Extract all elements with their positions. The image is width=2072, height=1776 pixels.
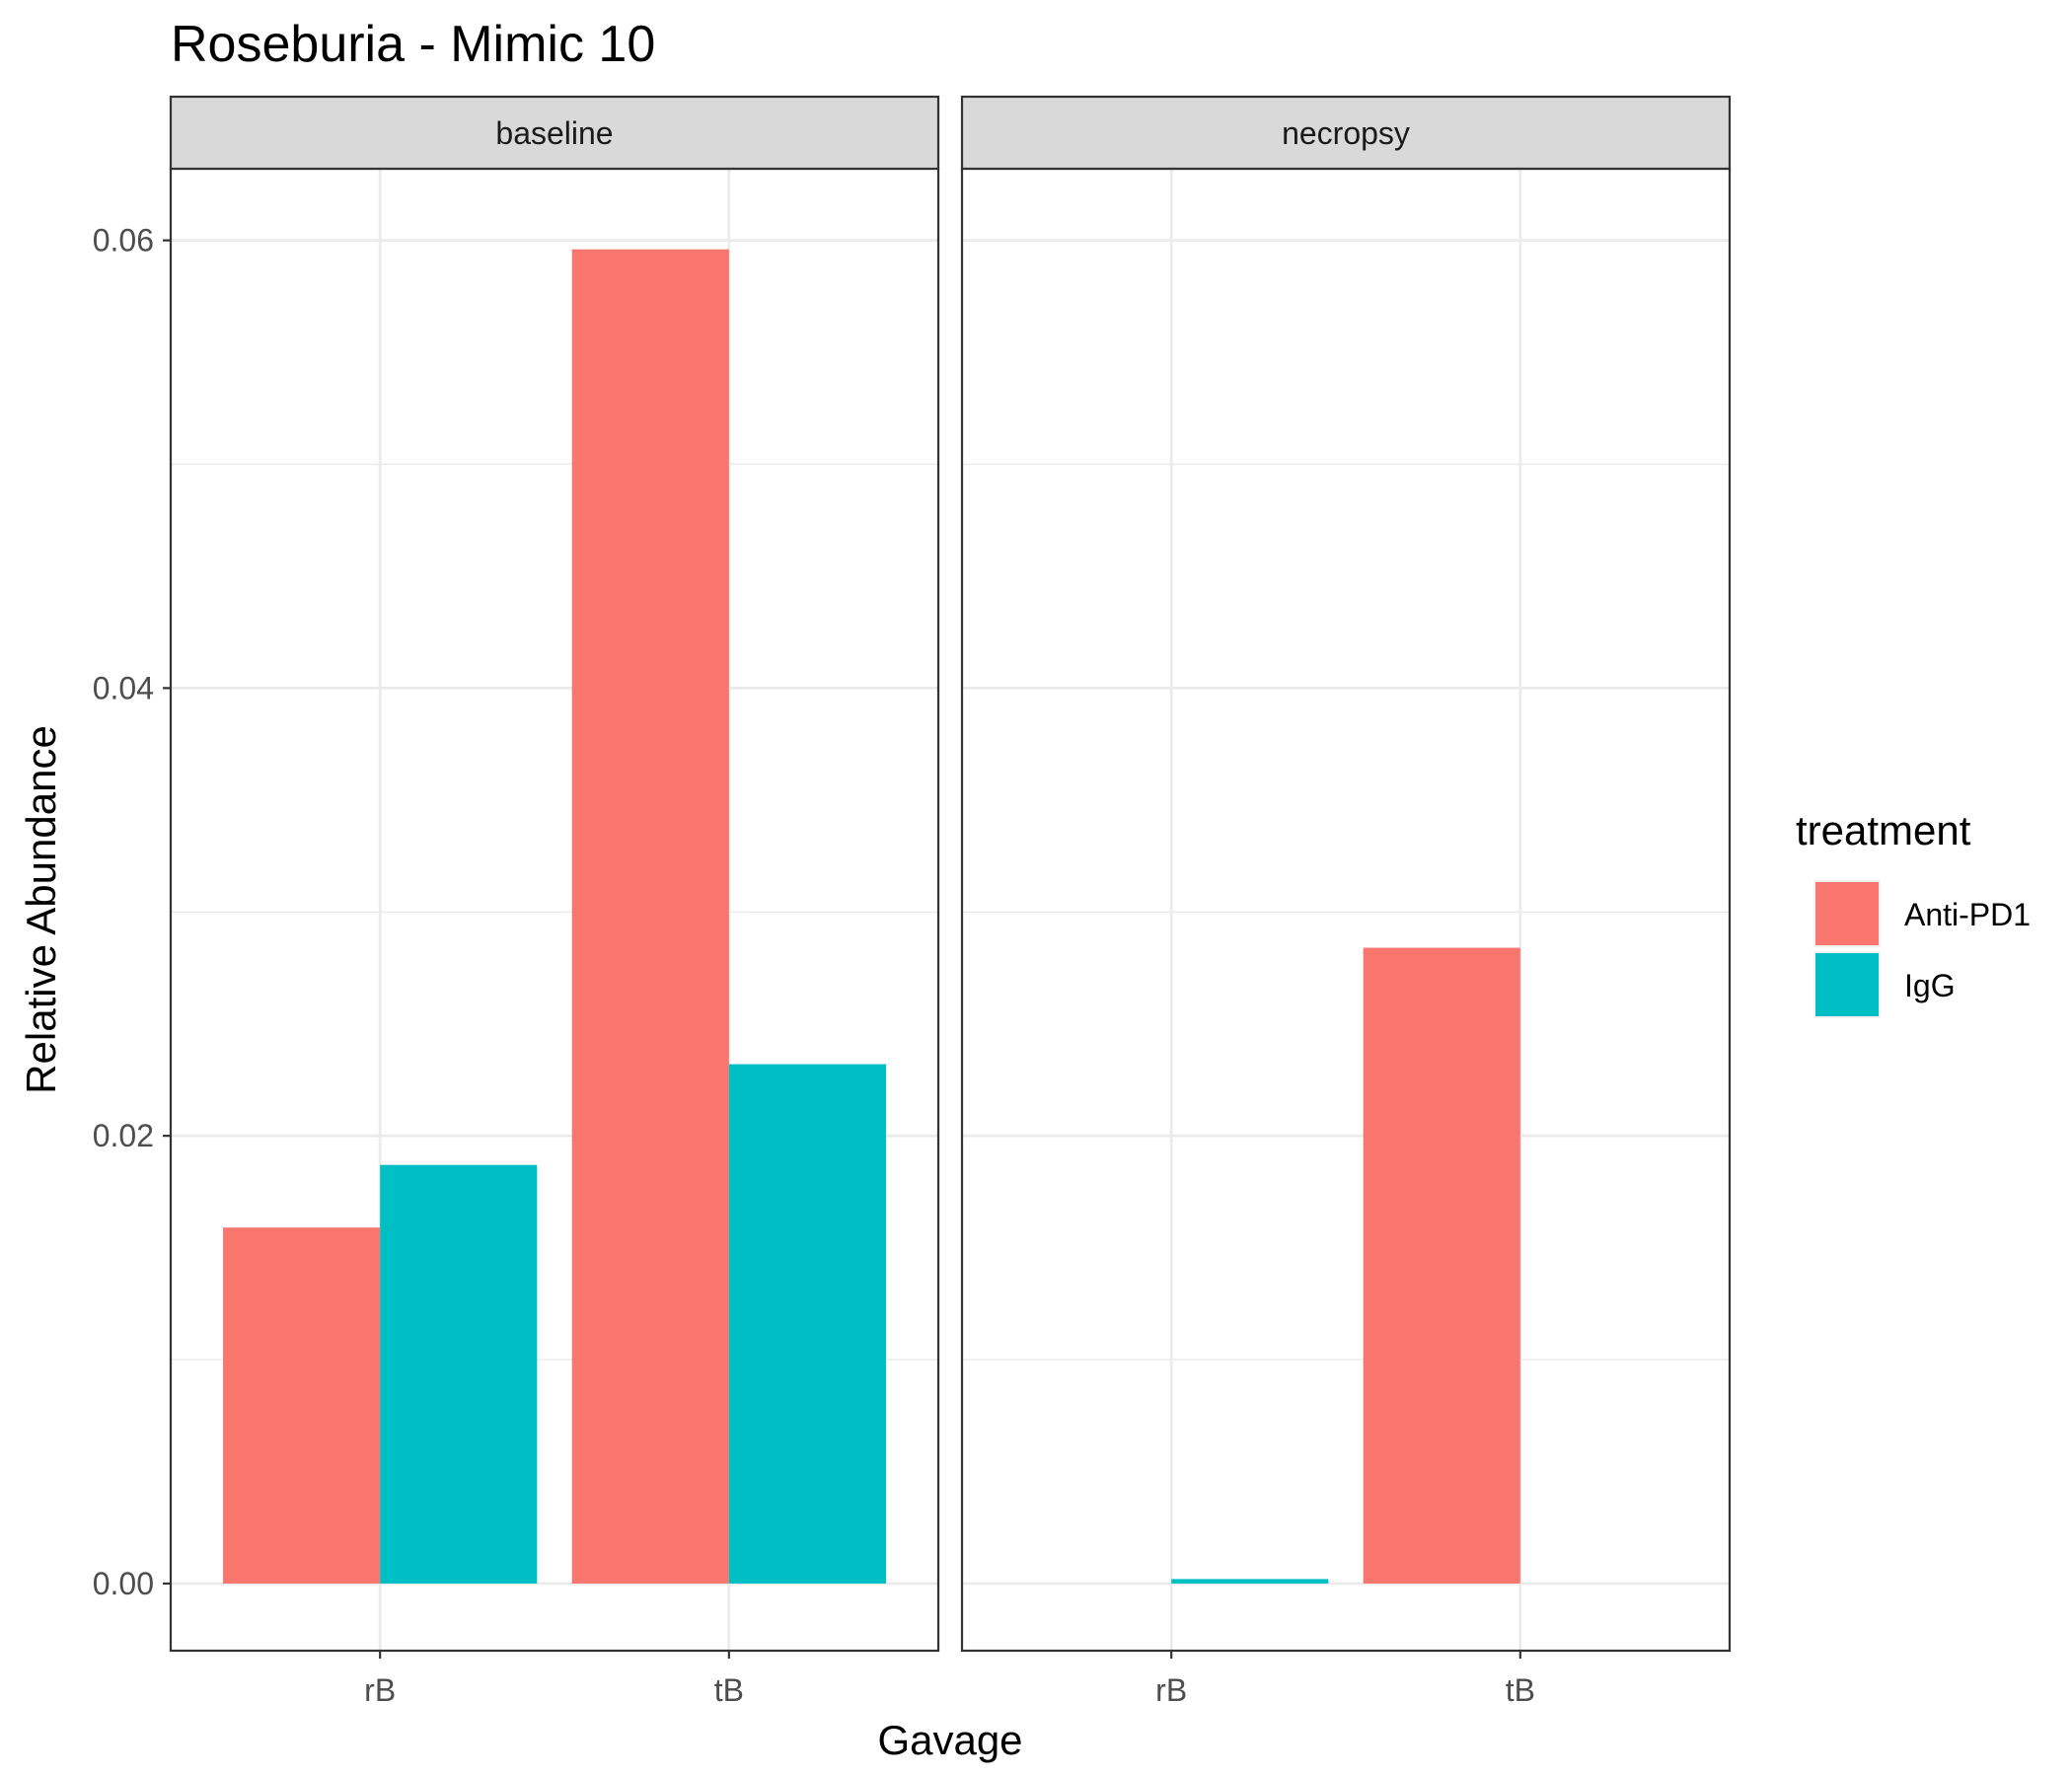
panel-background bbox=[171, 169, 938, 664]
x-tick-label: rB bbox=[1155, 1672, 1187, 1708]
strip-background bbox=[960, 95, 1732, 171]
legend-title: treatment bbox=[1796, 807, 1971, 853]
legend-swatch-igg bbox=[1815, 953, 1879, 1016]
x-axis: rB tB rB tB bbox=[364, 1651, 1535, 1708]
panel-baseline: baseline bbox=[169, 95, 940, 1653]
legend-entries: Anti-PD1 IgG bbox=[1813, 880, 2031, 1018]
y-tick-label: 0.06 bbox=[93, 223, 154, 259]
legend-label: Anti-PD1 bbox=[1904, 897, 2031, 932]
y-axis-title: Relative Abundance bbox=[18, 725, 64, 1094]
bar-baseline-rB-igg bbox=[380, 1164, 538, 1584]
strip-label-necropsy: necropsy bbox=[1282, 115, 1410, 151]
x-tick-label: tB bbox=[714, 1672, 744, 1708]
x-tick-label: rB bbox=[364, 1672, 396, 1708]
panel-border bbox=[960, 167, 1732, 1653]
bars bbox=[223, 249, 886, 1584]
panel-necropsy: necropsy bbox=[960, 95, 1732, 1653]
y-tick-label: 0.02 bbox=[93, 1118, 154, 1153]
y-axis: 0.00 0.02 0.04 0.06 bbox=[93, 223, 171, 1601]
legend-swatch-anti-pd1 bbox=[1815, 882, 1879, 945]
x-axis-title: Gavage bbox=[877, 1717, 1022, 1763]
bar-baseline-tB-igg bbox=[728, 1064, 886, 1584]
bar-baseline-rB-anti-pd1 bbox=[223, 1227, 381, 1584]
legend-label: IgG bbox=[1904, 968, 1956, 1003]
chart-title: Roseburia - Mimic 10 bbox=[171, 16, 655, 73]
bar-baseline-tB-anti-pd1 bbox=[571, 249, 729, 1584]
strip-background bbox=[169, 95, 940, 171]
bar-necropsy-rB-igg bbox=[1171, 1579, 1329, 1584]
strip-label-baseline: baseline bbox=[495, 115, 613, 151]
y-tick-label: 0.04 bbox=[93, 670, 154, 705]
bars bbox=[1171, 947, 1520, 1584]
grid-lines bbox=[962, 169, 1730, 1651]
y-tick-label: 0.00 bbox=[93, 1566, 154, 1601]
bar-necropsy-tB-anti-pd1 bbox=[1363, 947, 1520, 1584]
legend: treatment Anti-PD1 IgG bbox=[1796, 807, 2031, 1018]
x-tick-label: tB bbox=[1506, 1672, 1535, 1708]
